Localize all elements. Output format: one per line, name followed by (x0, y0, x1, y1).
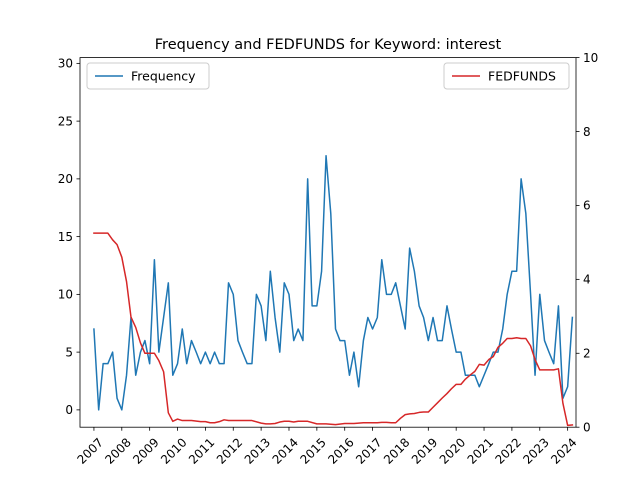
x-tick-label: 2015 (297, 435, 328, 466)
y-right-tick-label: 0 (583, 421, 591, 435)
x-tick-label: 2022 (492, 435, 523, 466)
y-right-tick-label: 4 (583, 273, 591, 287)
legend-label: FEDFUNDS (488, 69, 556, 84)
series-layer (93, 155, 574, 427)
chart-title: Frequency and FEDFUNDS for Keyword: inte… (155, 37, 502, 53)
x-tick-label: 2021 (465, 435, 496, 466)
y-left-tick-label: 20 (58, 172, 73, 186)
x-tick-label: 2010 (158, 435, 189, 466)
y-left-tick-label: 15 (58, 230, 73, 244)
legend-frame (86, 62, 210, 90)
x-tick-label: 2012 (214, 435, 245, 466)
series-line-frequency (93, 155, 574, 411)
legend-fedfunds: FEDFUNDS (443, 62, 570, 90)
plot-area (80, 57, 576, 428)
x-tick-label: 2018 (381, 435, 412, 466)
y-right-tick-label: 10 (583, 51, 598, 65)
legend-frequency: Frequency (86, 62, 210, 90)
x-tick-label: 2023 (520, 435, 551, 466)
y-left-tick-label: 25 (58, 114, 73, 128)
y-left-tick-label: 10 (58, 288, 73, 302)
legend-label: Frequency (131, 69, 196, 84)
y-left-tick-label: 0 (65, 403, 73, 417)
x-tick-label: 2008 (102, 435, 133, 466)
x-tick-label: 2007 (74, 435, 105, 466)
y-left-tick-label: 30 (58, 57, 73, 71)
x-tick-label: 2014 (270, 435, 301, 466)
x-tick-label: 2009 (130, 435, 161, 466)
y-right-tick-label: 2 (583, 347, 591, 361)
x-tick-label: 2016 (325, 435, 356, 466)
x-tick-label: 2020 (437, 435, 468, 466)
series-line-fedfunds (93, 232, 574, 427)
y-right-tick-label: 6 (583, 199, 591, 213)
plot-frame (79, 57, 577, 428)
x-tick-label: 2011 (186, 435, 217, 466)
legend-frame (443, 62, 570, 90)
x-tick-label: 2013 (242, 435, 273, 466)
y-right-tick-label: 8 (583, 125, 591, 139)
x-tick-label: 2017 (353, 435, 384, 466)
x-tick-label: 2024 (548, 435, 579, 466)
y-left-tick-label: 5 (65, 345, 73, 359)
legend-layer: Frequency FEDFUNDS (86, 62, 570, 90)
x-tick-label: 2019 (409, 435, 440, 466)
